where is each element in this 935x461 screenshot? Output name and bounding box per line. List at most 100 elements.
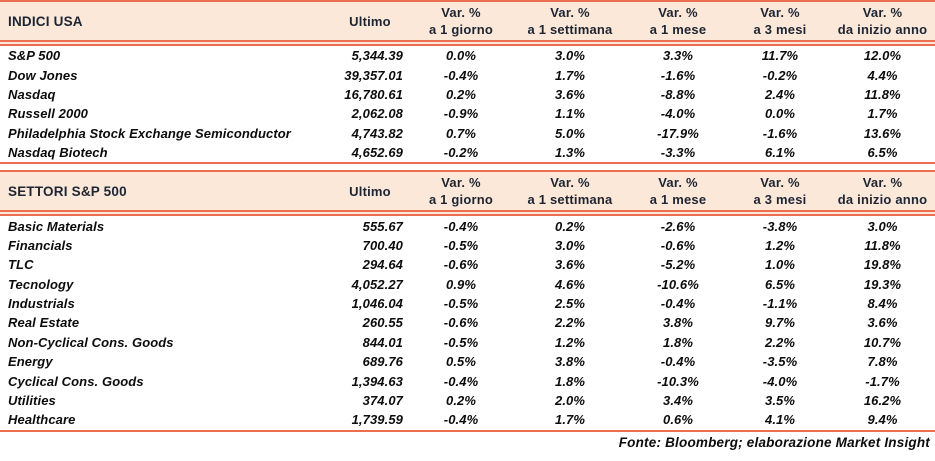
var-value: 0.2% xyxy=(445,86,477,102)
var-value: 2.2% xyxy=(764,334,796,350)
var-value: 3.0% xyxy=(554,48,586,64)
var-value: -1.6% xyxy=(660,67,696,83)
period-label: da inizio anno xyxy=(837,22,928,37)
table-row: S&P 500 5,344.39 0.0% 3.0% 3.3% 11.7% 12.0% xyxy=(0,46,935,65)
market-report-tables: INDICI USA Ultimo Var. % a 1 giorno Var.… xyxy=(0,0,935,450)
ultimo-value: 844.01 xyxy=(362,334,403,350)
row-label: Dow Jones xyxy=(8,67,78,83)
var-value: -17.9% xyxy=(657,125,699,141)
var-label: Var. % xyxy=(862,175,903,191)
var-value: 1.2% xyxy=(554,334,586,350)
ultimo-value: 39,357.01 xyxy=(344,67,403,83)
ultimo-value: 5,344.39 xyxy=(351,48,403,64)
ultimo-value: 294.64 xyxy=(362,257,403,273)
ultimo-value: 700.40 xyxy=(362,237,403,253)
var-value: -3.8% xyxy=(762,218,798,234)
var-label: Var. % xyxy=(862,5,903,20)
column-header-var-1-giorno: Var. % a 1 giorno xyxy=(408,0,514,46)
var-value: 19.8% xyxy=(863,257,902,273)
var-value: 4.1% xyxy=(730,410,830,432)
ultimo-value: 4,052.27 xyxy=(351,276,403,292)
var-value: 3.6% xyxy=(554,257,586,273)
var-value: -0.9% xyxy=(443,106,479,122)
column-header-ultimo: Ultimo xyxy=(332,170,408,217)
period-label: a 1 giorno xyxy=(428,192,494,208)
var-label: Var. % xyxy=(441,5,481,20)
table-header-row: INDICI USA Ultimo Var. % a 1 giorno Var.… xyxy=(0,0,935,46)
var-value: -10.3% xyxy=(657,373,699,389)
column-header-var-1-mese: Var. % a 1 mese xyxy=(626,170,730,217)
column-header-var-inizio-anno: Var. % da inizio anno xyxy=(830,170,935,217)
var-value: 10.7% xyxy=(863,334,902,350)
var-value: -0.4% xyxy=(408,410,514,432)
row-label: Real Estate xyxy=(8,315,80,331)
var-value: 0.2% xyxy=(554,218,586,234)
period-label: a 1 giorno xyxy=(428,22,494,37)
var-value: 5.0% xyxy=(554,125,586,141)
var-label: Var. % xyxy=(550,175,590,191)
row-label: Cyclical Cons. Goods xyxy=(8,373,144,389)
period-label: a 1 mese xyxy=(649,22,707,37)
ultimo-value: 689.76 xyxy=(362,354,403,370)
table-row: Basic Materials 555.67 -0.4% 0.2% -2.6% -3.8%… xyxy=(0,216,935,235)
table-row: Philadelphia Stock Exchange Semiconducto… xyxy=(0,124,935,143)
ultimo-value: 16,780.61 xyxy=(344,86,403,102)
var-label: Var. % xyxy=(550,5,590,20)
column-header-var-inizio-anno: Var. % da inizio anno xyxy=(830,0,935,46)
var-value: 3.4% xyxy=(662,393,694,409)
column-header-var-1-settimana: Var. % a 1 settimana xyxy=(514,170,626,217)
row-label: Utilities xyxy=(8,393,56,409)
var-value: -2.6% xyxy=(660,218,696,234)
table-settori-sp500: SETTORI S&P 500 Ultimo Var. % a 1 giorno… xyxy=(0,170,935,432)
table-row: Real Estate 260.55 -0.6% 2.2% 3.8% 9.7% 3.6% xyxy=(0,313,935,332)
column-header-ultimo: Ultimo xyxy=(332,0,408,46)
row-label: Basic Materials xyxy=(8,218,105,234)
table-title-indici-usa: INDICI USA xyxy=(0,0,332,46)
var-value: 3.8% xyxy=(554,354,586,370)
table-row: Tecnology 4,052.27 0.9% 4.6% -10.6% 6.5% 19.3% xyxy=(0,275,935,294)
var-value: -0.6% xyxy=(443,257,479,273)
var-value: 1.0% xyxy=(764,257,796,273)
row-label: Nasdaq Biotech xyxy=(0,143,332,165)
var-value: 1.7% xyxy=(554,67,586,83)
var-value: 1.2% xyxy=(764,237,796,253)
var-value: -0.4% xyxy=(660,296,696,312)
var-value: 7.8% xyxy=(867,354,898,370)
period-label: a 1 settimana xyxy=(527,22,613,37)
var-label: Var. % xyxy=(760,5,800,20)
ultimo-value: 1,739.59 xyxy=(332,410,408,432)
var-value: 0.6% xyxy=(626,410,730,432)
var-value: 2.5% xyxy=(554,296,586,312)
var-label: Var. % xyxy=(760,175,800,191)
table-row: Utilities 374.07 0.2% 2.0% 3.4% 3.5% 16.2% xyxy=(0,391,935,410)
table-row: TLC 294.64 -0.6% 3.6% -5.2% 1.0% 19.8% xyxy=(0,255,935,274)
var-value: 1.1% xyxy=(554,106,586,122)
var-value: 8.4% xyxy=(867,296,898,312)
table-row: Russell 2000 2,062.08 -0.9% 1.1% -4.0% 0.0% 1.… xyxy=(0,104,935,123)
var-value: 0.0% xyxy=(445,48,477,64)
table-row: Energy 689.76 0.5% 3.8% -0.4% -3.5% 7.8% xyxy=(0,352,935,371)
ultimo-value: 4,743.82 xyxy=(351,125,403,141)
var-value: 19.3% xyxy=(863,276,902,292)
var-value: 3.5% xyxy=(764,393,796,409)
var-value: 3.8% xyxy=(662,315,694,331)
ultimo-value: 2,062.08 xyxy=(351,106,403,122)
table-row: Cyclical Cons. Goods 1,394.63 -0.4% 1.8% -10… xyxy=(0,371,935,390)
period-label: da inizio anno xyxy=(837,192,928,208)
column-header-var-1-settimana: Var. % a 1 settimana xyxy=(514,0,626,46)
var-value: 1.7% xyxy=(867,106,898,122)
row-label: Healthcare xyxy=(0,410,332,432)
table-row: Dow Jones 39,357.01 -0.4% 1.7% -1.6% -0.2% 4.4… xyxy=(0,65,935,84)
var-value: -0.4% xyxy=(443,67,479,83)
var-value: -3.3% xyxy=(626,143,730,165)
table-row: Nasdaq Biotech 4,652.69 -0.2% 1.3% -3.3% 6.1%… xyxy=(0,143,935,165)
var-value: 6.5% xyxy=(764,276,796,292)
var-value: 2.4% xyxy=(764,86,796,102)
row-label: S&P 500 xyxy=(8,48,61,64)
var-label: Var. % xyxy=(658,5,698,20)
period-label: a 3 mesi xyxy=(753,192,807,208)
var-value: -0.5% xyxy=(443,296,479,312)
var-value: 3.0% xyxy=(867,218,898,234)
var-value: 3.3% xyxy=(662,48,694,64)
var-value: -0.4% xyxy=(443,373,479,389)
